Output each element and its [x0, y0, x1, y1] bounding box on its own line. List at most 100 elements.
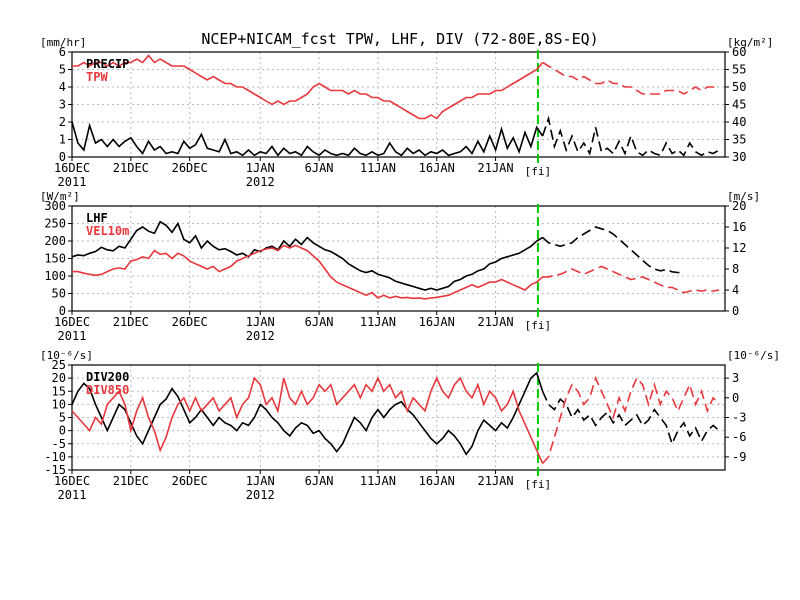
x-tick-label: 16DEC — [54, 315, 90, 329]
y-tick-label-left: 3 — [59, 98, 66, 112]
y-tick-label-right: 16 — [732, 220, 746, 234]
legend-entry-div200: DIV200 — [86, 370, 129, 384]
series-line-precip-forecast — [541, 115, 720, 157]
y-tick-label-left: 5 — [59, 411, 66, 425]
y-tick-label-right: 12 — [732, 241, 746, 255]
y-unit-right: [10⁻⁶/s] — [727, 349, 780, 362]
y-tick-label-right: 8 — [732, 262, 739, 276]
series-line-vel10m-analysis — [72, 244, 544, 300]
y-tick-label-left: 150 — [44, 252, 66, 266]
x-tick-label: 21DEC — [113, 474, 149, 488]
x-tick-label: 21JAN — [478, 315, 514, 329]
x-tick-label: 1JAN — [246, 474, 275, 488]
y-tick-label-left: 50 — [52, 287, 66, 301]
y-tick-label-right: 35 — [732, 133, 746, 147]
y-tick-label-left: 200 — [44, 234, 66, 248]
legend-entry-precip: PRECIP — [86, 57, 129, 71]
x-tick-label: 16JAN — [419, 474, 455, 488]
x-tick-label: 6JAN — [305, 315, 334, 329]
y-tick-label-right: 0 — [732, 304, 739, 318]
y-tick-label-left: 6 — [59, 45, 66, 59]
y-tick-label-right: 55 — [732, 63, 746, 77]
series-line-precip-analysis — [71, 121, 544, 157]
x-tick-label: 21JAN — [478, 474, 514, 488]
series-line-vel10m-forecast — [542, 265, 720, 294]
series-line-div850-analysis — [71, 376, 544, 464]
x-tick-label: 11JAN — [360, 315, 396, 329]
y-unit-left: [10⁻⁶/s] — [40, 349, 93, 362]
y-tick-label-left: 1 — [59, 133, 66, 147]
y-tick-label-left: -10 — [44, 450, 66, 464]
y-tick-label-right: -6 — [732, 430, 746, 444]
y-unit-left: [W/m²] — [40, 190, 80, 203]
y-unit-right: [m/s] — [727, 190, 760, 203]
y-tick-label-left: 4 — [59, 80, 66, 94]
x-tick-label: 21JAN — [478, 161, 514, 175]
y-tick-label-left: 5 — [59, 63, 66, 77]
y-tick-label-left: 15 — [52, 384, 66, 398]
y-tick-label-left: 250 — [44, 217, 66, 231]
x-tick-label: 6JAN — [305, 474, 334, 488]
y-tick-label-right: 20 — [732, 199, 746, 213]
x-year-label: 2012 — [246, 329, 275, 343]
y-tick-label-left: -5 — [52, 437, 66, 451]
forecast-marker-label: [fi] — [525, 478, 552, 491]
forecast-marker-label: [fi] — [525, 165, 552, 178]
y-tick-label-right: 45 — [732, 98, 746, 112]
y-tick-label-left: 10 — [52, 397, 66, 411]
y-tick-label-left: 25 — [52, 358, 66, 372]
x-tick-label: 1JAN — [246, 315, 275, 329]
series-line-div200-analysis — [71, 371, 544, 456]
y-tick-label-right: 4 — [732, 283, 739, 297]
y-tick-label-right: 60 — [732, 45, 746, 59]
y-tick-label-right: 40 — [732, 115, 746, 129]
y-unit-left: [mm/hr] — [40, 36, 86, 49]
series-line-tpw-analysis — [72, 54, 544, 120]
panel-lhf-vel10m: 0 50 100 150 200 250 300 0 4 8 12 16 20 [W/m²] [m/s] 16… — [40, 190, 760, 343]
series-line-div850-forecast — [542, 375, 720, 464]
x-year-label: 2011 — [58, 488, 87, 502]
legend-entry-vel10m: VEL10m — [86, 224, 129, 238]
x-tick-label: 26DEC — [172, 474, 208, 488]
x-year-label: 2011 — [58, 329, 87, 343]
y-tick-label-right: -3 — [732, 411, 746, 425]
y-unit-right: [kg/m²] — [727, 36, 773, 49]
y-tick-label-right: -9 — [732, 450, 746, 464]
x-tick-label: 16JAN — [419, 315, 455, 329]
y-tick-label-left: 300 — [44, 199, 66, 213]
series-line-lhf-forecast — [542, 226, 684, 274]
y-tick-label-left: 100 — [44, 269, 66, 283]
y-tick-label-right: 30 — [732, 150, 746, 164]
y-tick-label-right: 50 — [732, 80, 746, 94]
x-tick-label: 16DEC — [54, 161, 90, 175]
series-line-lhf-analysis — [71, 220, 544, 291]
series-line-div200-forecast — [541, 390, 720, 447]
x-tick-label: 26DEC — [172, 315, 208, 329]
x-tick-label: 6JAN — [305, 161, 334, 175]
chart-title: NCEP+NICAM_fcst TPW, LHF, DIV (72-80E,8S… — [201, 30, 598, 48]
y-tick-label-right: 3 — [732, 371, 739, 385]
x-tick-label: 16DEC — [54, 474, 90, 488]
y-tick-label-left: 2 — [59, 115, 66, 129]
x-tick-label: 21DEC — [113, 161, 149, 175]
y-tick-label-left: 0 — [59, 304, 66, 318]
y-tick-label-left: 0 — [59, 424, 66, 438]
series-line-tpw-forecast — [542, 61, 720, 95]
x-tick-label: 16JAN — [419, 161, 455, 175]
x-tick-label: 1JAN — [246, 161, 275, 175]
y-tick-label-right: 0 — [732, 391, 739, 405]
legend-entry-tpw: TPW — [86, 70, 108, 84]
y-tick-label-left: 20 — [52, 371, 66, 385]
legend-entry-lhf: LHF — [86, 211, 108, 225]
forecast-marker-label: [fi] — [525, 319, 552, 332]
y-tick-label-left: -15 — [44, 463, 66, 477]
x-tick-label: 26DEC — [172, 161, 208, 175]
legend-entry-div850: DIV850 — [86, 383, 129, 397]
x-tick-label: 21DEC — [113, 315, 149, 329]
x-year-label: 2011 — [58, 175, 87, 189]
x-tick-label: 11JAN — [360, 161, 396, 175]
